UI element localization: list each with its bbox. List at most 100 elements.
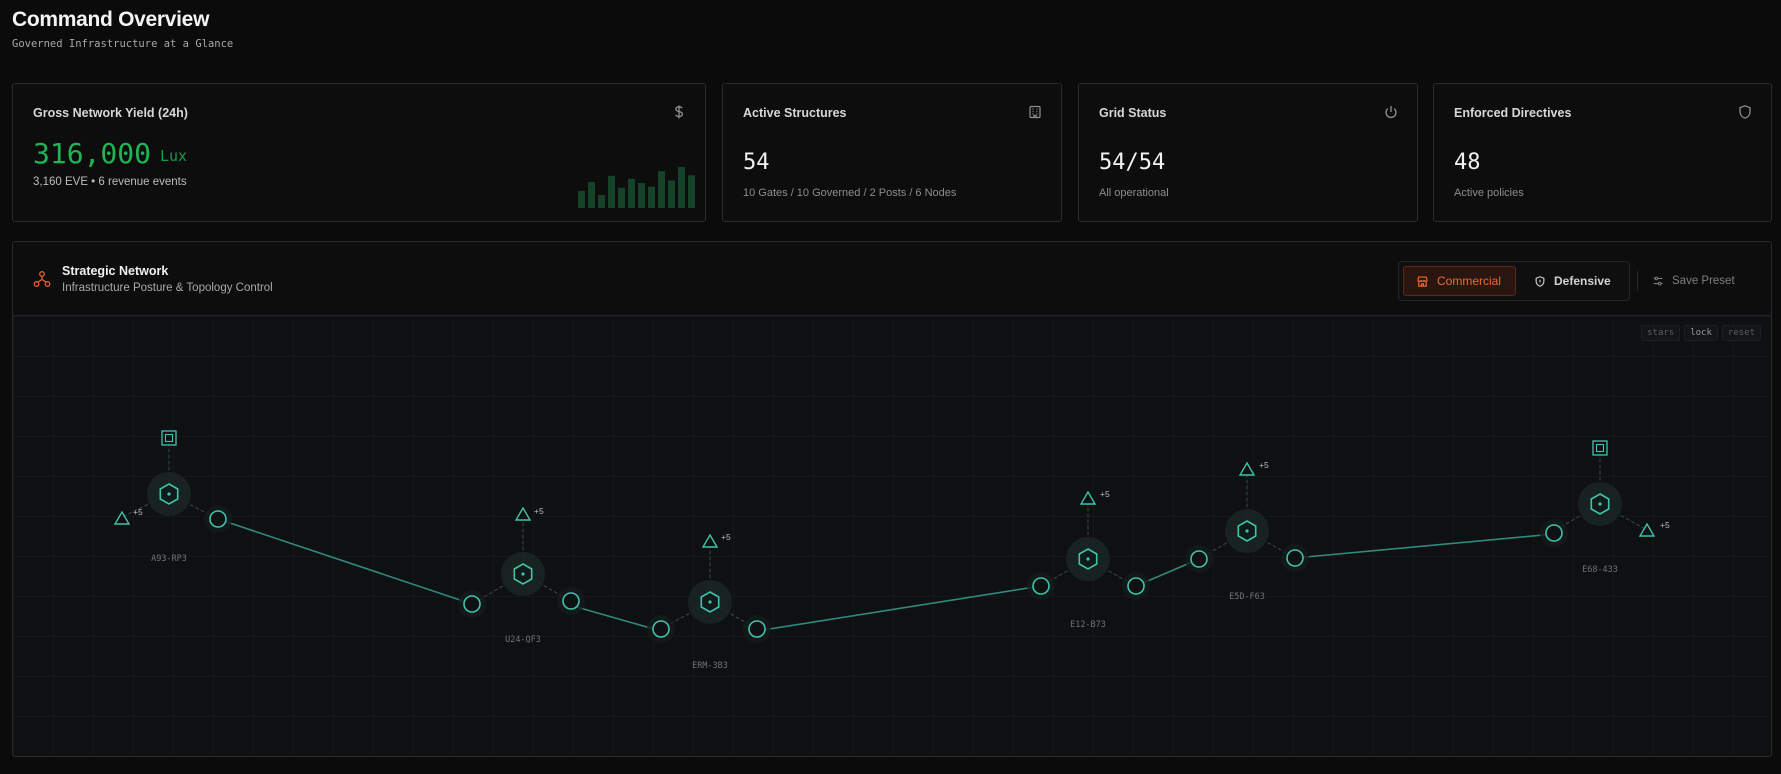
shield-icon <box>1535 275 1545 287</box>
post-node[interactable] <box>1638 522 1656 537</box>
grid-value: 54/54 <box>1099 150 1166 175</box>
grid-subtext: All operational <box>1099 187 1169 199</box>
shield-icon <box>1739 105 1751 119</box>
system-label: E5D-F63 <box>1229 592 1265 602</box>
lock-toggle[interactable]: lock <box>1684 325 1718 341</box>
page-title: Command Overview <box>12 8 210 31</box>
power-icon <box>1385 106 1397 119</box>
plus-badges: +5 +5 +5 +5 +5 +5 <box>133 460 1670 542</box>
sparkline-bar <box>668 180 675 208</box>
sparkline-bar <box>628 178 635 208</box>
hub-core <box>1086 557 1090 561</box>
stars-toggle[interactable]: stars <box>1641 325 1681 341</box>
defensive-mode-button[interactable]: Defensive <box>1522 266 1627 296</box>
system-label: A93-RP3 <box>151 554 187 564</box>
commercial-label: Commercial <box>1437 274 1502 288</box>
gate-node[interactable] <box>1032 577 1050 595</box>
active-structures-card: Active Structures 54 10 Gates / 10 Gover… <box>722 83 1062 222</box>
sliders-icon <box>1653 276 1663 286</box>
overflow-badge: +5 <box>534 506 544 516</box>
sparkline-bar <box>638 183 645 208</box>
card-title: Gross Network Yield (24h) <box>33 106 188 120</box>
network-subtitle: Infrastructure Posture & Topology Contro… <box>62 282 273 294</box>
post-node[interactable] <box>701 533 719 548</box>
hub-core <box>167 492 171 496</box>
storage-node-inner <box>1595 443 1605 453</box>
posture-mode-toggle: Commercial Defensive <box>1398 261 1630 301</box>
gate-node[interactable] <box>209 510 227 528</box>
storage-node-inner <box>164 433 174 443</box>
storage-node[interactable] <box>161 430 177 446</box>
grid-status-card: Grid Status 54/54 All operational <box>1078 83 1418 222</box>
gate-node[interactable] <box>1190 550 1208 568</box>
sparkline-bar <box>678 166 685 208</box>
dollar-icon <box>675 105 684 119</box>
spoke-links <box>121 443 1648 630</box>
card-title: Active Structures <box>743 106 847 120</box>
gate-node[interactable] <box>652 620 670 638</box>
hub-core <box>1598 502 1602 506</box>
defensive-label: Defensive <box>1554 274 1611 288</box>
sparkline-bar <box>648 186 655 208</box>
sparkline-bar <box>608 175 615 208</box>
canvas-toolbar: stars lock reset <box>1641 325 1761 341</box>
network-icon <box>33 271 51 287</box>
save-preset-label: Save Preset <box>1672 275 1735 287</box>
hub-core <box>708 600 712 604</box>
overflow-badge: +5 <box>1259 460 1269 470</box>
post-node[interactable] <box>1238 461 1256 476</box>
overflow-badge: +5 <box>1660 520 1670 530</box>
post-node[interactable] <box>1079 490 1097 505</box>
overflow-badge: +5 <box>721 532 731 542</box>
topology-canvas[interactable]: stars lock reset <box>13 316 1771 756</box>
system-label: U24-QF3 <box>505 635 541 645</box>
network-title: Strategic Network <box>62 264 169 278</box>
sparkline-bar <box>578 190 585 208</box>
gate-node[interactable] <box>463 595 481 613</box>
topology-graph: A93-RP3 U24-QF3 ERM-3B3 E12-B73 E5D-F63 … <box>113 430 1670 671</box>
card-title: Grid Status <box>1099 106 1167 120</box>
hub-core <box>1245 529 1249 533</box>
yield-subtext: 3,160 EVE • 6 revenue events <box>33 176 187 188</box>
directives-value: 48 <box>1454 150 1481 175</box>
system-label: ERM-3B3 <box>692 661 728 671</box>
gate-node[interactable] <box>1127 577 1145 595</box>
overflow-badge: +5 <box>1100 489 1110 499</box>
sparkline-bar <box>658 171 665 208</box>
yield-value: 316,000 <box>33 137 152 170</box>
save-preset-button[interactable]: Save Preset <box>1646 270 1741 292</box>
page-subtitle: Governed Infrastructure at a Glance <box>12 38 234 50</box>
directives-subtext: Active policies <box>1454 187 1524 199</box>
system-label: E68-433 <box>1582 565 1618 575</box>
yield-sparkline <box>578 166 695 208</box>
overflow-badge: +5 <box>133 507 143 517</box>
gate-links <box>217 518 1555 632</box>
gate-node[interactable] <box>1286 549 1304 567</box>
gross-yield-card: Gross Network Yield (24h) 316,000 Lux 3,… <box>12 83 706 222</box>
header-divider <box>1637 271 1638 291</box>
sparkline-bar <box>588 182 595 208</box>
reset-button[interactable]: reset <box>1721 325 1761 341</box>
system-label: E12-B73 <box>1070 620 1106 630</box>
sparkline-bar <box>688 175 695 208</box>
gate-node[interactable] <box>1545 524 1563 542</box>
card-title: Enforced Directives <box>1454 106 1572 120</box>
strategic-network-panel: Strategic Network Infrastructure Posture… <box>12 241 1772 757</box>
post-node[interactable] <box>514 506 532 521</box>
gate-node[interactable] <box>748 620 766 638</box>
sparkline-bar <box>618 187 625 208</box>
stat-cards: Gross Network Yield (24h) 316,000 Lux 3,… <box>12 83 1772 222</box>
commercial-mode-button[interactable]: Commercial <box>1403 266 1516 296</box>
storage-node[interactable] <box>1592 440 1608 456</box>
post-node[interactable] <box>113 510 131 525</box>
store-icon <box>1417 275 1428 287</box>
structures-breakdown: 10 Gates / 10 Governed / 2 Posts / 6 Nod… <box>743 187 957 199</box>
system-labels: A93-RP3 U24-QF3 ERM-3B3 E12-B73 E5D-F63 … <box>151 554 1618 671</box>
sparkline-bar <box>598 195 605 208</box>
hub-core <box>521 572 525 576</box>
building-icon <box>1029 105 1041 119</box>
structures-value: 54 <box>743 150 770 175</box>
page-header: Command Overview Governed Infrastructure… <box>12 8 233 50</box>
enforced-directives-card: Enforced Directives 48 Active policies <box>1433 83 1772 222</box>
gate-node[interactable] <box>562 592 580 610</box>
